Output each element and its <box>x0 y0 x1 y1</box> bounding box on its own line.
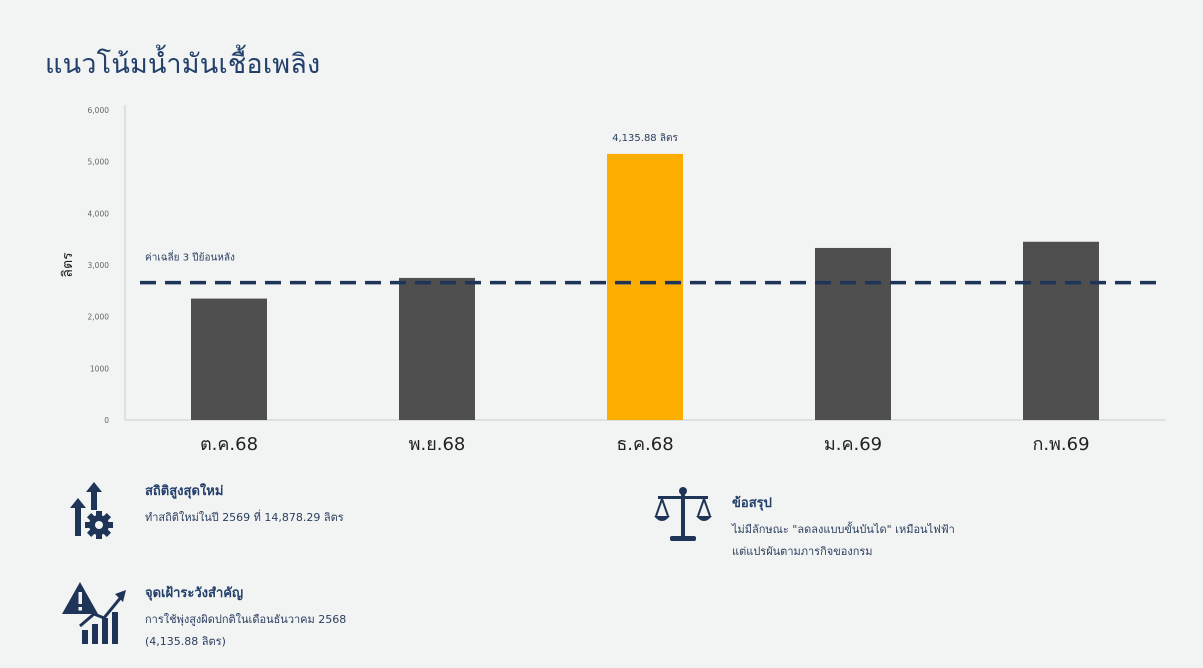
warning-line1: การใช้พุ่งสูงผิดปกติในเดือนธันวาคม 2568 <box>145 613 347 626</box>
reference-line-label: ค่าเฉลี่ย 3 ปีย้อนหลัง <box>145 250 235 264</box>
conclusion-line2: แต่แปรผันตามภารกิจของกรม <box>732 545 873 558</box>
label-layer: 0 1000 2,000 3,000 4,000 5,000 6,000 ลิตรต.ค.68… <box>60 106 1090 455</box>
x-tick-label: พ.ย.68 <box>409 434 466 455</box>
x-tick-label: ธ.ค.68 <box>616 434 673 455</box>
x-tick-label: ม.ค.69 <box>824 434 882 455</box>
warning-chart-icon <box>62 582 126 644</box>
warning-title: จุดเฝ้าระวังสำคัญ <box>145 586 244 601</box>
conclusion-line1: ไม่มีลักษณะ "ลดลงแบบขั้นบันได" เหมือนไฟฟ… <box>732 523 955 536</box>
bar <box>815 247 891 420</box>
bar <box>399 277 475 420</box>
record-title: สถิติสูงสุดใหม่ <box>145 484 224 499</box>
bar-layer <box>191 153 1099 420</box>
x-tick-label: ก.พ.69 <box>1032 434 1089 455</box>
conclusion-title: ข้อสรุป <box>732 496 772 511</box>
conclusion-block: ข้อสรุป ไม่มีลักษณะ "ลดลงแบบขั้นบันได" เ… <box>732 492 955 563</box>
y-tick-label: 6,000 <box>88 106 110 115</box>
y-tick-label: 3,000 <box>88 261 110 270</box>
warning-line2: (4,135.88 ลิตร) <box>145 635 226 648</box>
record-text: ทำสถิติใหม่ในปี 2569 ที่ 14,878.29 ลิตร <box>145 511 344 524</box>
y-tick-label: 0 <box>104 416 109 425</box>
y-axis-label: ลิตร <box>60 252 76 278</box>
highlight-bar <box>607 153 683 420</box>
page-title: แนวโน้มน้ำมันเชื้อเพลิง <box>45 49 321 80</box>
scale-icon <box>654 487 712 541</box>
record-block: สถิติสูงสุดใหม่ ทำสถิติใหม่ในปี 2569 ที่… <box>145 480 344 529</box>
y-tick-label: 5,000 <box>88 158 110 167</box>
arrows-gear-icon <box>70 482 113 539</box>
bar <box>191 298 267 420</box>
bar <box>1023 241 1099 420</box>
y-tick-label: 1000 <box>90 364 109 373</box>
highlight-data-label: 4,135.88 ลิตร <box>612 133 678 144</box>
fuel-trend-chart: 0 1000 2,000 3,000 4,000 5,000 6,000 ลิตรต.ค.68… <box>60 105 1165 455</box>
y-tick-label: 2,000 <box>88 313 110 322</box>
x-tick-label: ต.ค.68 <box>200 434 258 455</box>
warning-block: จุดเฝ้าระวังสำคัญ การใช้พุ่งสูงผิดปกติใน… <box>145 582 346 653</box>
y-tick-label: 4,000 <box>88 209 110 218</box>
